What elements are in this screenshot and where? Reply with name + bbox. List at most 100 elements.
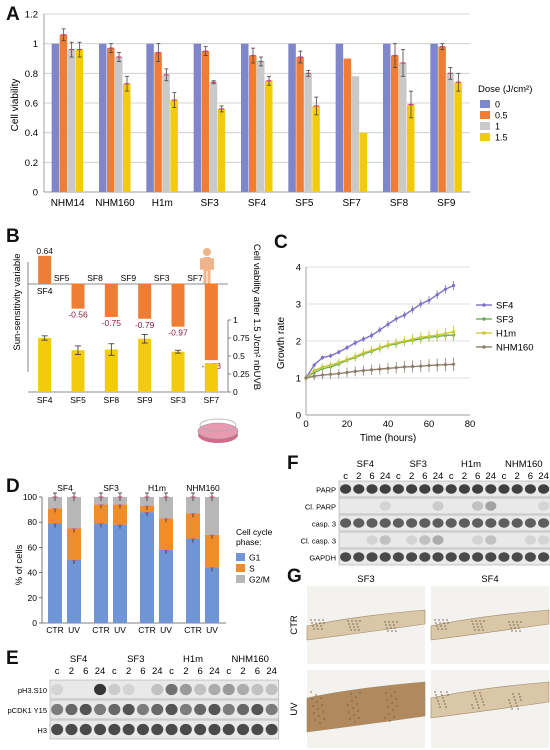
panel-c-legend-marker [482,317,486,321]
panel-c-ytick-label: 1 [296,374,301,385]
panel_f-blot-strip [338,497,550,515]
panel_f-band [498,552,510,562]
panel-c-point [353,341,357,345]
panel_e-band [108,683,121,696]
panel_f-band [485,535,497,545]
panel-a-ytick-label: 0.6 [25,99,38,110]
panel-g-cell-nucleus [481,626,483,628]
panel-d-stacked-segment [186,497,200,514]
panel-g-cell-nucleus [321,704,323,706]
panel-a-bar [359,132,368,192]
panel-g-cell-nucleus [513,696,515,698]
panel-g-cell-nucleus [443,622,445,624]
panel-c-point [452,362,456,366]
panel-b-bottom-bar [171,351,185,392]
panel_f-band [379,484,391,494]
panel-g-cell-nucleus [475,620,477,622]
panel-c-point [304,376,308,380]
panel_f-timepoint-label: 24 [433,471,444,482]
panel-c-point [394,317,398,321]
panel-g-cell-nucleus [474,695,476,697]
panel-a-legend-swatch [480,133,490,141]
panel_e-timepoint-label: 24 [209,666,220,677]
panel-g-cell-nucleus [385,692,387,694]
panel-c-point [320,365,324,369]
panel_f-band [458,518,470,528]
panel_f-band [379,535,391,545]
panel_f-band [524,552,536,562]
panel_f-timepoint-label: 2 [515,471,520,482]
panel-a-category-label: H1m [152,198,173,209]
panel-letter-g: G [287,566,302,587]
panel_e-row-label: H3 [37,726,47,735]
panel-b-bottom-bar [204,363,218,392]
panel-g-cell-nucleus [319,722,321,724]
panel-g-cell-nucleus [482,701,484,703]
panel-g-cell-nucleus [391,702,393,704]
panel-g-cell-nucleus [321,628,323,630]
panel_f-timepoint-label: 2 [462,471,467,482]
panel-c-point [378,346,382,350]
panel-g-cell-nucleus [388,621,390,623]
panel-g-cell-nucleus [445,706,447,708]
panel_e-band [179,703,192,716]
panel-g-cell-nucleus [512,621,514,623]
panel_e-timepoint-label: 2 [183,666,188,677]
panel_f-band [366,552,378,562]
panel_e-band [65,723,78,736]
panel-c-point [452,283,456,288]
panel_e-band [222,723,235,736]
panel-g-cell-nucleus [436,625,438,627]
panel_f-blot-strip [338,514,550,532]
panel-b-top-value-label: -0.97 [168,328,188,338]
panel-c-point [345,357,349,362]
panel-d-group-label: NHM160 [186,483,220,493]
panel-d-stacked-segment [48,523,62,623]
panel-g-cell-nucleus [517,708,519,710]
panel_f-row-label: PARP [316,486,336,495]
panel-b-bottom-ytick-label: 0.5 [233,351,245,361]
panel-a-category-label: SF3 [200,198,219,209]
panel-c-point [345,370,349,375]
panel-g-cell-nucleus [347,620,349,622]
panel-g-epidermis [430,609,550,641]
panel_f-band [392,552,404,562]
panel-c-point [386,343,390,347]
panel-b-top-value-label: -0.75 [102,318,122,328]
panel_f-band [353,518,365,528]
panel-g-cell-nucleus [318,715,320,717]
panel_f-band [366,518,378,528]
panel-c-point [361,337,365,341]
panel-a-category-label: NHM14 [51,198,85,209]
panel-d-legend-swatch [236,553,245,561]
panel-g-cell-nucleus [480,695,482,697]
panel-g-cell-nucleus [311,622,313,624]
panel_e-timepoint-label: 6 [198,666,203,677]
panel_e-band [151,703,164,716]
panel_e-band [79,723,92,736]
panel_f-timepoint-label: c [343,471,348,482]
panel-a-bar [265,80,273,192]
panel-g-cell-nucleus [316,625,318,627]
panel-d-group-label: H1m [148,483,166,493]
panel-d-stacked-segment [159,518,173,550]
panel_e-band [265,723,278,736]
panel-g-cell-nucleus [395,630,397,632]
panel-c-ytick-label: 0 [296,411,301,422]
panel_e-band [179,683,192,696]
panel_e-band [151,683,164,696]
panel-g-cell-nucleus [473,692,475,694]
panel-g-cell-nucleus [479,692,481,694]
panel-g-cell-nucleus [472,707,474,709]
panel_f-band [472,484,484,494]
panel_e-timepoint-label: 2 [240,666,245,677]
panel-g-cell-nucleus [446,619,448,621]
panel-g-cell-nucleus [359,692,361,694]
panel_e-band [194,703,207,716]
panel-g-cell-nucleus [520,621,522,623]
panel_e-row-label: pH3.S10 [18,686,47,695]
panel-g-epidermis [306,681,426,733]
panel-c-ytick-label: 4 [296,263,301,274]
